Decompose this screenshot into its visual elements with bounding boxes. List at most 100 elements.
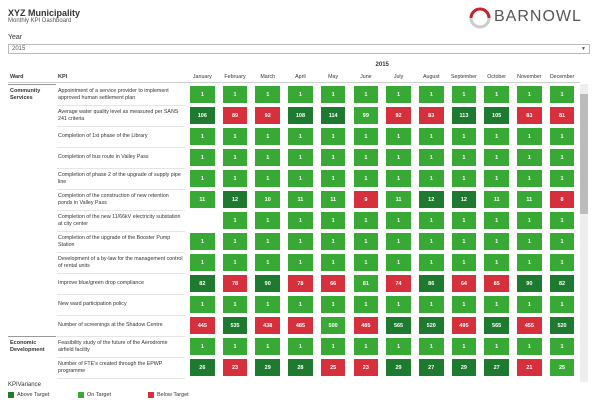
kpi-cell: 90 — [517, 275, 542, 292]
kpi-cell: 64 — [451, 275, 477, 292]
ward-divider — [8, 84, 56, 85]
kpi-cell: 1 — [190, 254, 215, 271]
kpi-cell: 1 — [484, 212, 509, 229]
kpi-cell: 9 — [353, 191, 379, 208]
kpi-cell: 11 — [190, 191, 215, 208]
kpi-cell: 1 — [255, 128, 281, 145]
header-line — [8, 82, 580, 83]
month-header: October — [487, 74, 507, 80]
row-line — [57, 167, 185, 169]
kpi-cell: 1 — [418, 296, 444, 313]
kpi-label: Completion of 1st phase of the Library — [58, 133, 148, 140]
row-line — [57, 251, 185, 253]
kpi-cell: 1 — [353, 212, 379, 229]
legend-swatch — [148, 392, 154, 398]
kpi-cell: 1 — [222, 233, 248, 250]
month-header: May — [328, 74, 339, 80]
kpi-label: Average water quality level as measured … — [58, 109, 179, 122]
kpi-cell: 485 — [288, 317, 313, 334]
month-header: August — [422, 74, 440, 80]
kpi-cell: 1 — [222, 296, 248, 313]
kpi-cell: 82 — [549, 275, 575, 292]
row-line — [57, 209, 185, 211]
kpi-label: Development of a by-law for the manageme… — [58, 256, 183, 269]
month-header: November — [517, 74, 542, 80]
kpi-cell: 1 — [288, 212, 313, 229]
row-line — [57, 335, 185, 337]
kpi-cell: 23 — [222, 359, 248, 376]
kpi-cell: 535 — [222, 317, 248, 334]
kpi-cell: 1 — [517, 86, 542, 103]
row-line — [57, 272, 185, 274]
kpi-cell: 1 — [517, 296, 542, 313]
scrollbar[interactable] — [580, 84, 588, 382]
row-line — [57, 104, 185, 106]
kpi-cell: 1 — [549, 296, 575, 313]
kpi-cell: 1 — [255, 170, 281, 187]
kpi-cell: 90 — [255, 275, 281, 292]
kpi-cell: 1 — [190, 86, 215, 103]
kpi-cell: 1 — [320, 212, 346, 229]
kpi-cell: 1 — [484, 254, 509, 271]
kpi-cell: 565 — [386, 317, 411, 334]
kpi-cell: 1 — [484, 170, 509, 187]
kpi-cell: 1 — [418, 233, 444, 250]
kpi-cell: 1 — [222, 170, 248, 187]
kpi-cell: 1 — [190, 233, 215, 250]
kpi-cell: 1 — [517, 254, 542, 271]
kpi-cell: 25 — [320, 359, 346, 376]
column-header: Ward — [10, 74, 24, 80]
row-line — [57, 356, 185, 358]
kpi-cell: 1 — [451, 296, 477, 313]
kpi-cell: 438 — [255, 317, 281, 334]
ward-label: Economic Development — [10, 340, 45, 353]
month-header: June — [360, 74, 372, 80]
kpi-cell: 1 — [288, 254, 313, 271]
kpi-cell: 1 — [320, 149, 346, 166]
year-dropdown[interactable]: 2015 ▼ — [8, 44, 590, 54]
kpi-cell: 1 — [255, 254, 281, 271]
kpi-cell: 1 — [451, 233, 477, 250]
kpi-label: New ward participation policy — [58, 301, 127, 308]
kpi-cell: 113 — [451, 107, 477, 124]
kpi-cell: 1 — [517, 128, 542, 145]
kpi-cell: 1 — [386, 86, 411, 103]
kpi-cell: 1 — [353, 296, 379, 313]
kpi-cell: 1 — [353, 86, 379, 103]
kpi-cell: 1 — [353, 149, 379, 166]
kpi-label: Completion of the new 11/66kV electricit… — [58, 214, 181, 227]
kpi-cell: 114 — [320, 107, 346, 124]
kpi-cell: 1 — [222, 86, 248, 103]
kpi-cell: 11 — [386, 191, 411, 208]
kpi-cell: 26 — [190, 359, 215, 376]
kpi-label: Appointment of a service provider to imp… — [58, 88, 169, 101]
kpi-cell: 81 — [549, 107, 575, 124]
kpi-cell: 1 — [451, 338, 477, 355]
kpi-cell: 1 — [288, 128, 313, 145]
kpi-label: Number of FTE's created through the EPWP… — [58, 361, 163, 374]
kpi-cell: 1 — [386, 338, 411, 355]
kpi-cell: 1 — [418, 212, 444, 229]
kpi-cell: 1 — [418, 86, 444, 103]
kpi-cell: 1 — [386, 233, 411, 250]
kpi-cell: 1 — [288, 149, 313, 166]
kpi-cell: 83 — [517, 107, 542, 124]
kpi-cell: 82 — [190, 275, 215, 292]
kpi-cell: 1 — [549, 233, 575, 250]
kpi-cell: 1 — [517, 233, 542, 250]
subtitle: Monthly KPI Dashboard — [8, 18, 72, 24]
kpi-cell: 12 — [222, 191, 248, 208]
kpi-cell: 108 — [288, 107, 313, 124]
kpi-cell: 11 — [517, 191, 542, 208]
kpi-cell: 74 — [386, 275, 411, 292]
kpi-cell: 1 — [418, 149, 444, 166]
kpi-cell: 1 — [451, 254, 477, 271]
kpi-cell: 11 — [288, 191, 313, 208]
kpi-cell: 1 — [386, 149, 411, 166]
kpi-cell: 1 — [190, 296, 215, 313]
kpi-cell: 1 — [353, 233, 379, 250]
kpi-cell: 520 — [549, 317, 575, 334]
kpi-label: Completion of the construction of new re… — [58, 193, 169, 206]
kpi-cell: 1 — [451, 212, 477, 229]
kpi-cell: 29 — [386, 359, 411, 376]
